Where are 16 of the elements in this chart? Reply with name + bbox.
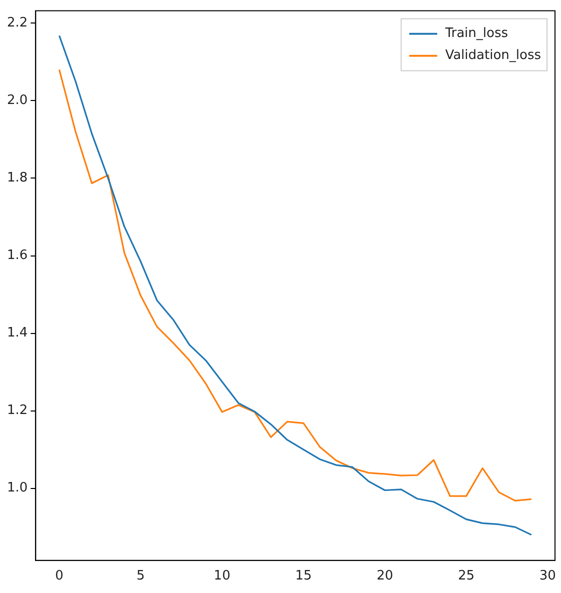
y-tick-label: 1.0 (6, 480, 28, 496)
y-tick-label: 1.4 (6, 326, 28, 341)
y-tick-label: 1.2 (6, 403, 28, 418)
y-tick-label: 2.2 (6, 16, 28, 31)
x-tick-label: 15 (295, 568, 312, 584)
x-tick-label: 25 (458, 568, 475, 584)
legend-label: Train_loss (444, 26, 508, 42)
x-tick-label: 0 (55, 568, 64, 584)
y-tick-label: 2.0 (6, 93, 28, 108)
y-tick-label: 1.6 (6, 248, 28, 264)
x-tick-label: 10 (214, 568, 230, 584)
x-tick-label: 20 (376, 568, 394, 584)
legend-label: Validation_loss (445, 48, 542, 64)
x-tick-label: 5 (136, 568, 145, 584)
y-tick-label: 1.8 (6, 170, 28, 186)
x-tick-label: 30 (539, 568, 556, 584)
